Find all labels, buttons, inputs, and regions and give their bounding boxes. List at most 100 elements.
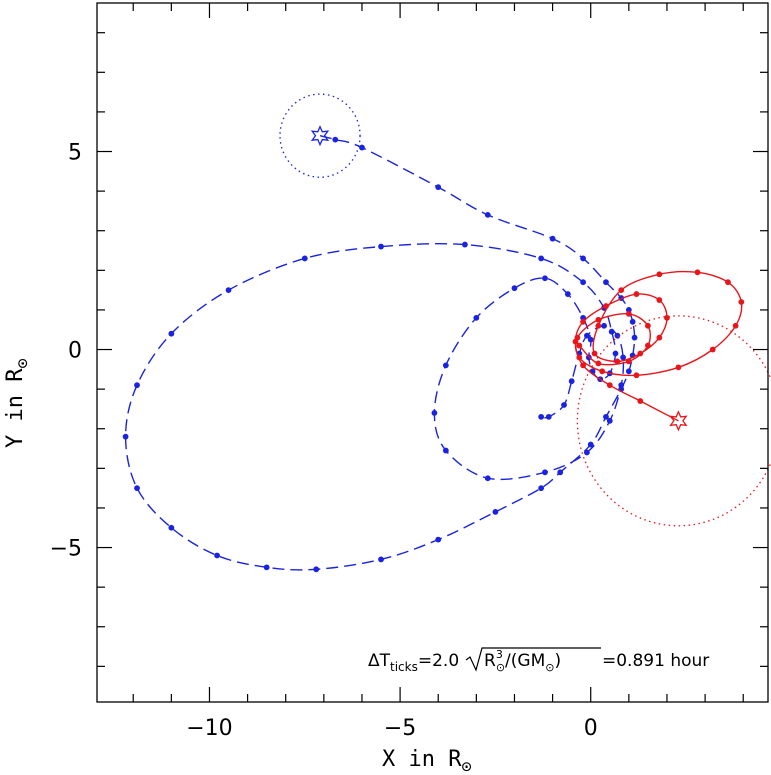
red-time-tick-point <box>595 322 602 329</box>
blue-time-tick-point <box>620 354 627 361</box>
blue-time-tick-point <box>473 314 480 321</box>
red-time-tick-point <box>656 271 663 278</box>
y-tick-label: −5 <box>50 537 82 562</box>
red-time-tick-point <box>625 310 632 317</box>
red-time-tick-point <box>633 372 640 379</box>
red-time-tick-point <box>599 368 606 375</box>
tick-marks <box>97 3 768 702</box>
blue-time-tick-point <box>359 144 365 151</box>
red-time-tick-point <box>725 279 731 286</box>
red-time-tick-point <box>709 346 716 353</box>
blue-time-tick-point <box>431 409 438 416</box>
blue-time-tick-point <box>442 362 449 369</box>
blue-time-tick-point <box>484 211 491 218</box>
annotation-radicand: R3 ⊙/(GM⊙) <box>484 648 561 674</box>
blue-time-tick-point <box>549 235 556 242</box>
blue-time-tick-point <box>561 402 567 408</box>
blue-time-tick-point <box>538 255 545 262</box>
blue-time-tick-point <box>542 275 548 282</box>
blue-time-tick-point <box>587 336 594 343</box>
tick-interval-annotation: ΔTticks=2.0 R3 ⊙/(GM⊙) =0.891 hour <box>368 647 709 674</box>
y-tick-label: 5 <box>68 141 82 166</box>
blue-time-tick-point <box>618 382 625 389</box>
blue-star-marker <box>310 125 330 147</box>
blue-time-tick-point <box>545 413 552 420</box>
blue-time-tick-point <box>603 279 609 286</box>
x-tick-label: −10 <box>186 716 232 741</box>
red-time-tick-point <box>595 316 602 323</box>
red-time-tick-point <box>580 318 586 325</box>
blue-time-tick-point <box>557 469 564 476</box>
blue-time-tick-point <box>378 243 384 250</box>
curves-layer <box>122 93 771 573</box>
blue-time-tick-point <box>612 350 619 357</box>
x-axis-title: X in R⊙ <box>382 747 472 775</box>
blue-time-tick-point <box>603 413 609 420</box>
blue-time-tick-point <box>542 469 548 476</box>
red-time-tick-point <box>595 360 602 367</box>
blue-time-tick-point <box>614 332 621 339</box>
blue-time-tick-point <box>263 564 270 571</box>
blue-time-tick-point <box>435 184 442 191</box>
red-time-tick-point <box>633 291 640 297</box>
blue-time-tick-point <box>225 287 232 294</box>
blue-time-tick-point <box>122 433 129 440</box>
blue-time-tick-point <box>511 285 518 292</box>
red-time-tick-point <box>576 354 583 361</box>
annotation-value: =0.891 hour <box>602 651 709 671</box>
red-time-tick-point <box>618 287 625 294</box>
blue-time-tick-point <box>313 566 320 573</box>
blue-time-tick-point <box>538 413 545 420</box>
red-time-tick-point <box>656 334 663 341</box>
blue-star-radius-circle <box>279 93 361 178</box>
red-time-tick-point <box>625 358 632 365</box>
blue-time-tick-point <box>378 556 384 563</box>
blue-time-tick-point <box>538 485 545 492</box>
blue-time-tick-point <box>214 552 220 559</box>
red-time-tick-point <box>694 269 701 276</box>
blue-trajectory-line <box>124 134 636 571</box>
red-time-tick-point <box>664 314 670 321</box>
red-time-tick-point <box>656 297 663 303</box>
blue-time-tick-point <box>584 449 590 456</box>
red-time-tick-point <box>574 334 581 341</box>
blue-time-tick-point <box>564 291 571 297</box>
red-time-tick-point <box>580 362 586 369</box>
y-tick-label: 0 <box>68 339 82 364</box>
blue-time-tick-point <box>332 136 339 143</box>
red-time-tick-point <box>576 342 583 349</box>
blue-time-tick-point <box>608 328 615 335</box>
blue-time-tick-point <box>442 447 449 454</box>
blue-time-tick-point <box>301 255 308 262</box>
blue-time-tick-point <box>587 441 594 448</box>
annotation-text: ΔTticks=2.0 <box>368 651 459 674</box>
red-time-tick-point <box>645 322 651 329</box>
blue-time-tick-point <box>606 417 613 424</box>
blue-time-tick-point <box>629 318 636 325</box>
red-time-tick-point <box>603 303 609 309</box>
red-time-tick-point <box>591 350 598 357</box>
sqrt-sign <box>465 647 601 672</box>
blue-time-tick-point <box>168 524 175 531</box>
red-time-tick-point <box>738 299 745 305</box>
red-trajectory-line <box>574 270 743 422</box>
red-time-tick-point <box>675 364 682 371</box>
red-time-tick-point <box>637 398 644 404</box>
y-axis-title: Y in R⊙ <box>3 358 33 448</box>
blue-time-tick-point <box>134 382 140 389</box>
blue-time-tick-point <box>625 368 632 375</box>
blue-time-tick-point <box>168 330 175 337</box>
blue-time-tick-point <box>601 322 607 329</box>
x-tick-label: 0 <box>584 716 598 741</box>
red-time-tick-point <box>645 342 651 349</box>
blue-time-tick-point <box>568 378 575 385</box>
plot-frame <box>96 2 769 703</box>
blue-time-tick-point <box>484 475 491 482</box>
red-time-tick-point <box>614 358 621 365</box>
red-star-marker <box>669 410 688 432</box>
blue-time-tick-point <box>492 509 499 515</box>
blue-time-tick-point <box>584 332 590 339</box>
red-time-tick-point <box>732 322 739 329</box>
blue-time-tick-point <box>580 279 586 286</box>
